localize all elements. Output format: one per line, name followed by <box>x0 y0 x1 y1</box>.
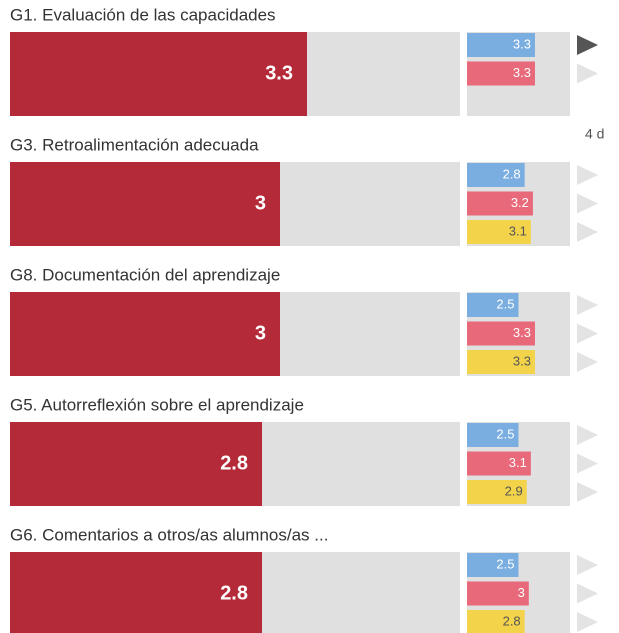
play-button[interactable] <box>577 63 598 84</box>
comparison-bar <box>467 163 525 187</box>
comparison-bar <box>467 191 533 216</box>
play-button[interactable] <box>577 453 598 474</box>
comparison-value: 2.8 <box>503 166 521 181</box>
comparison-value: 3.1 <box>509 223 527 238</box>
group-title: G1. Evaluación de las capacidades <box>10 5 276 24</box>
main-value: 3.3 <box>265 62 293 84</box>
comparison-value: 3.3 <box>513 325 531 340</box>
comparison-value: 3.1 <box>509 455 527 470</box>
comparison-bar <box>467 220 531 244</box>
comparison-value: 3 <box>518 585 525 600</box>
main-value: 2.8 <box>220 452 248 474</box>
group-title: G5. Autorreflexión sobre el aprendizaje <box>10 395 304 414</box>
main-value: 2.8 <box>220 582 248 604</box>
comparison-value: 3.3 <box>513 353 531 368</box>
main-value: 3 <box>255 322 266 344</box>
play-button[interactable] <box>577 295 598 315</box>
comparison-value: 3.3 <box>513 36 531 51</box>
main-bar <box>10 292 280 376</box>
comparison-value: 2.9 <box>505 483 523 498</box>
play-button[interactable] <box>577 352 598 372</box>
comparison-bar <box>467 33 535 57</box>
comparison-bar <box>467 553 519 577</box>
play-button[interactable] <box>577 612 598 632</box>
comparison-value: 2.5 <box>496 426 514 441</box>
main-value: 3 <box>255 192 266 214</box>
play-button[interactable] <box>577 555 598 575</box>
main-bar <box>10 422 262 506</box>
play-button[interactable] <box>577 583 598 604</box>
play-button[interactable] <box>577 165 598 185</box>
play-button[interactable] <box>577 222 598 242</box>
comparison-value: 3.3 <box>513 65 531 80</box>
comparison-value: 2.8 <box>503 613 521 628</box>
group-title: G3. Retroalimentación adecuada <box>10 135 259 154</box>
main-bar <box>10 32 307 116</box>
comparison-bar <box>467 61 535 86</box>
play-button[interactable] <box>577 482 598 502</box>
comparison-value: 2.5 <box>496 296 514 311</box>
comparison-bar <box>467 451 531 476</box>
group-title: G6. Comentarios a otros/as alumnos/as ..… <box>10 525 328 544</box>
play-button[interactable] <box>577 323 598 344</box>
play-button[interactable] <box>577 425 598 445</box>
comparison-bar <box>467 581 529 606</box>
note: 4 d <box>585 126 604 142</box>
comparison-bar <box>467 293 519 317</box>
comparison-bar <box>467 423 519 447</box>
comparison-bar <box>467 350 535 374</box>
comparison-value: 2.5 <box>496 556 514 571</box>
group-title: G8. Documentación del aprendizaje <box>10 265 280 284</box>
comparison-value: 3.2 <box>511 195 529 210</box>
main-bar <box>10 162 280 246</box>
comparison-bar <box>467 321 535 346</box>
main-bar <box>10 552 262 633</box>
comparison-bar <box>467 610 525 633</box>
play-button[interactable] <box>577 35 598 55</box>
play-button[interactable] <box>577 193 598 214</box>
comparison-bar <box>467 480 527 504</box>
